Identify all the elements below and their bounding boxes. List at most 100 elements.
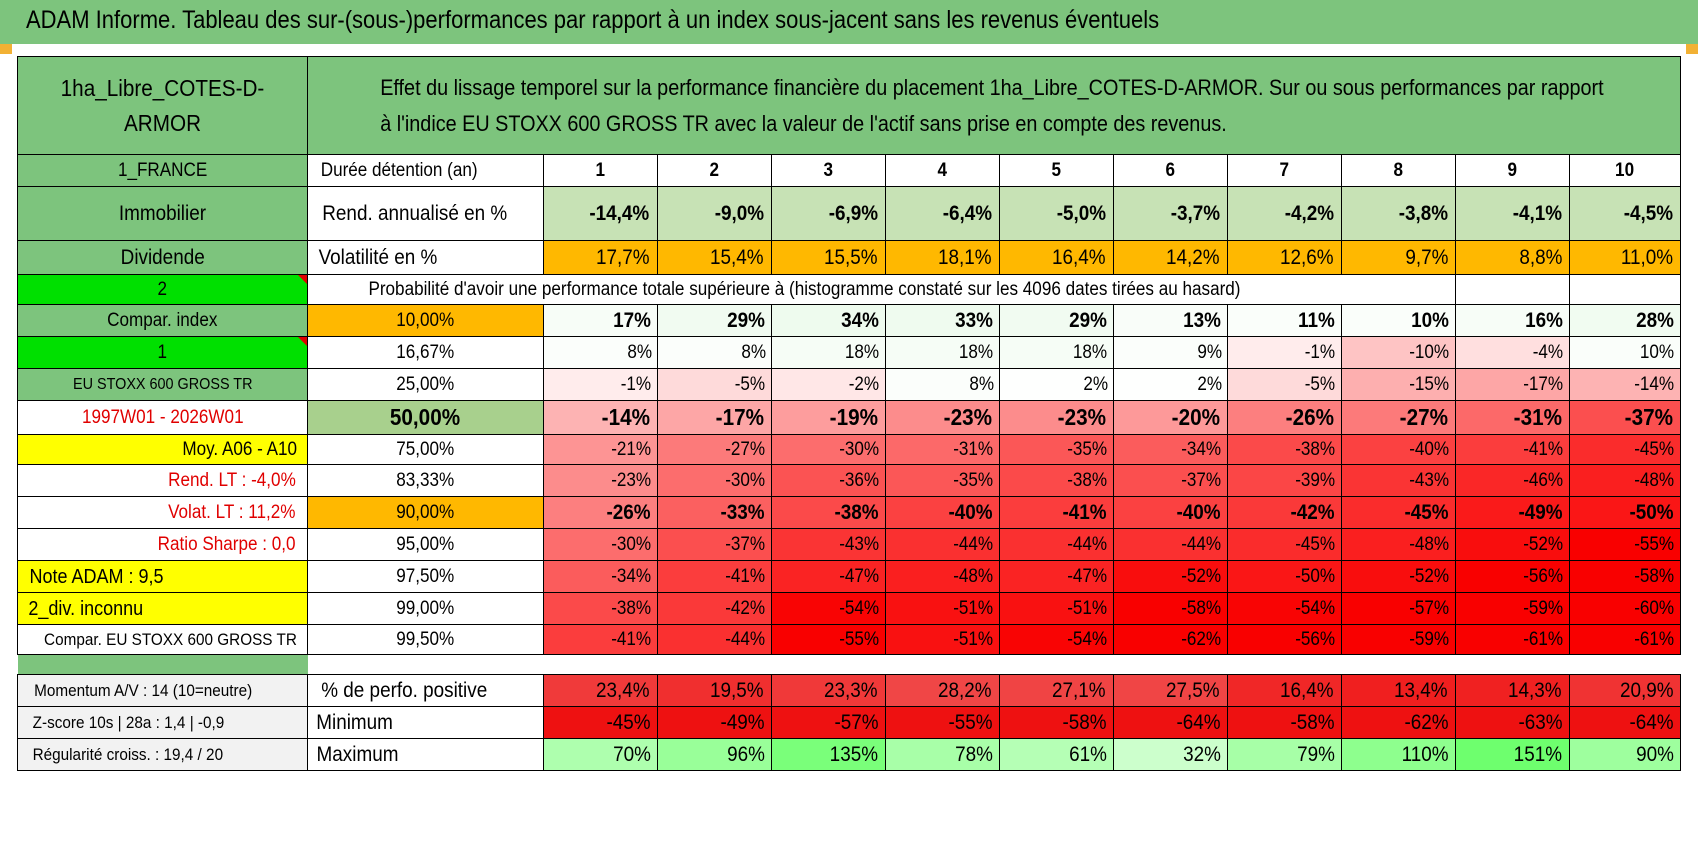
quantile-value-text: 10%	[1639, 342, 1675, 363]
quantile-value: -27%	[1341, 400, 1456, 435]
quantile-value: -31%	[885, 434, 1000, 465]
vol-value-9-text: 8,8%	[1519, 246, 1563, 269]
quantile-value: 29%	[999, 304, 1114, 337]
quantile-label-text: 75,00%	[396, 439, 455, 460]
rend-value-2: -9,0%	[657, 186, 772, 241]
maximum-value-text: 90%	[1636, 743, 1674, 766]
quantile-value-text: -45%	[1294, 534, 1335, 555]
quantile-value-text: -52%	[1180, 566, 1221, 587]
vol-value-8-text: 9,7%	[1405, 246, 1449, 269]
rend-value-1: -14,4%	[543, 186, 658, 241]
minimum-value: -63%	[1455, 706, 1570, 739]
quantile-value-text: -40%	[1408, 439, 1449, 460]
corner-marker	[1686, 44, 1698, 54]
quantile-value: -35%	[999, 434, 1114, 465]
quantile-label: 25,00%	[307, 368, 544, 401]
quantile-value-text: -61%	[1633, 629, 1674, 650]
quantile-value: -40%	[1341, 434, 1456, 465]
minimum-value-text: -64%	[1176, 711, 1221, 734]
quantile-value-text: -48%	[1408, 534, 1449, 555]
quantile-value: -21%	[543, 434, 658, 465]
quantile-value-text: -52%	[1408, 566, 1449, 587]
year-header-2-text: 2	[709, 160, 720, 181]
quantile-value-text: -51%	[952, 598, 993, 619]
minimum-value-text: -57%	[834, 711, 879, 734]
quantile-value-text: 8%	[740, 342, 766, 363]
pct-pos-value: 20,9%	[1568, 674, 1682, 707]
quantile-value-text: -56%	[1294, 629, 1335, 650]
quantile-value: -51%	[885, 592, 1000, 625]
quantile-value: -37%	[1568, 400, 1682, 435]
quantile-value-text: -38%	[1294, 439, 1335, 460]
quantile-value-text: -20%	[1171, 404, 1221, 430]
quantile-value-text: -41%	[610, 629, 651, 650]
quantile-row: Volat. LT : 11,2% 90,00% -26% -33% -38% -40% -…	[17, 496, 1682, 529]
blank-cell	[1455, 274, 1570, 305]
quantile-row: EU STOXX 600 GROSS TR 25,00% -1% -5% -2% 8% 2%…	[17, 368, 1682, 401]
quantile-value: -5%	[657, 368, 772, 401]
rend-value-9: -4,1%	[1455, 186, 1570, 241]
period-cell: 1997W01 - 2026W01	[17, 400, 308, 435]
quantile-value-text: -46%	[1522, 470, 1563, 491]
quantile-value-text: -41%	[1062, 501, 1107, 524]
quantile-value: -46%	[1455, 464, 1570, 497]
quantile-value-text: -58%	[1633, 566, 1674, 587]
quantile-value-text: -58%	[1180, 598, 1221, 619]
pct-pos-value: 27,1%	[999, 674, 1114, 707]
quantile-value: -37%	[657, 528, 772, 561]
year-header-9-text: 9	[1507, 160, 1518, 181]
quantile-value: -33%	[657, 496, 772, 529]
quantile-value: 18%	[999, 336, 1114, 369]
moy-cell-text: Moy. A06 - A10	[181, 439, 297, 460]
distribution-cell: Dividende	[17, 240, 308, 275]
quantile-label-text: 99,50%	[396, 629, 455, 650]
quantile-label: 97,50%	[307, 560, 544, 593]
pct-pos-value-text: 16,4%	[1280, 679, 1335, 702]
report-banner: ADAM Informe. Tableau des sur-(sous-)per…	[0, 0, 1698, 44]
maximum-value-text: 78%	[955, 743, 993, 766]
quantile-row: Compar. index 10,00% 17% 29% 34% 33% 29% 13% 11%…	[17, 304, 1682, 337]
quantile-value: -62%	[1113, 624, 1228, 655]
spacer-row	[17, 654, 1681, 675]
quantile-value-text: -42%	[1290, 501, 1335, 524]
quantile-value-text: -40%	[948, 501, 993, 524]
vol-row: Dividende Volatilité en % 17,7% 15,4% 15,5% 1…	[17, 240, 1682, 275]
quantile-value: 2%	[1113, 368, 1228, 401]
quantile-value: -4%	[1455, 336, 1570, 369]
quantile-value-text: -34%	[1180, 439, 1221, 460]
quantile-value-text: -37%	[1180, 470, 1221, 491]
quantile-value-text: -31%	[1513, 404, 1563, 430]
quantile-value-text: -44%	[1066, 534, 1107, 555]
year-header-1-text: 1	[595, 160, 606, 181]
quantile-value: -61%	[1568, 624, 1682, 655]
vol-value-3: 15,5%	[771, 240, 886, 275]
quantile-label-text: 10,00%	[396, 310, 455, 331]
maximum-value-text: 70%	[613, 743, 651, 766]
minimum-value: -58%	[1227, 706, 1342, 739]
quantile-value-text: -40%	[1176, 501, 1221, 524]
minimum-value: -57%	[771, 706, 886, 739]
div-cell: 2_div. inconnu	[17, 592, 308, 625]
quantile-value-text: -30%	[838, 439, 879, 460]
quantile-value-text: -33%	[720, 501, 765, 524]
quantile-value-text: -44%	[1180, 534, 1221, 555]
quantile-value: 29%	[657, 304, 772, 337]
quantile-value: 18%	[885, 336, 1000, 369]
quantile-value: -1%	[543, 368, 658, 401]
proba-label-text: Probabilité d'avoir une performance tota…	[368, 279, 1241, 300]
quantile-value-text: 8%	[968, 374, 994, 395]
quantile-value-text: -37%	[1625, 404, 1674, 430]
vol-value-6: 14,2%	[1113, 240, 1228, 275]
quantile-value-text: -43%	[1408, 470, 1449, 491]
minimum-value-text: -63%	[1518, 711, 1563, 734]
quantile-value: -58%	[1113, 592, 1228, 625]
quantile-value: 13%	[1113, 304, 1228, 337]
quantile-value-text: -59%	[1522, 598, 1563, 619]
years-row: 1_FRANCE Durée détention (an) 1 2 3 4 5 6 7 8 9 10	[17, 154, 1682, 187]
quantile-value: -59%	[1341, 624, 1456, 655]
quantile-value: -56%	[1455, 560, 1570, 593]
note-adam-cell-text: Note ADAM : 9,5	[29, 565, 164, 588]
quantile-value-text: -57%	[1408, 598, 1449, 619]
quantile-value: 2%	[999, 368, 1114, 401]
quantile-value: 8%	[543, 336, 658, 369]
